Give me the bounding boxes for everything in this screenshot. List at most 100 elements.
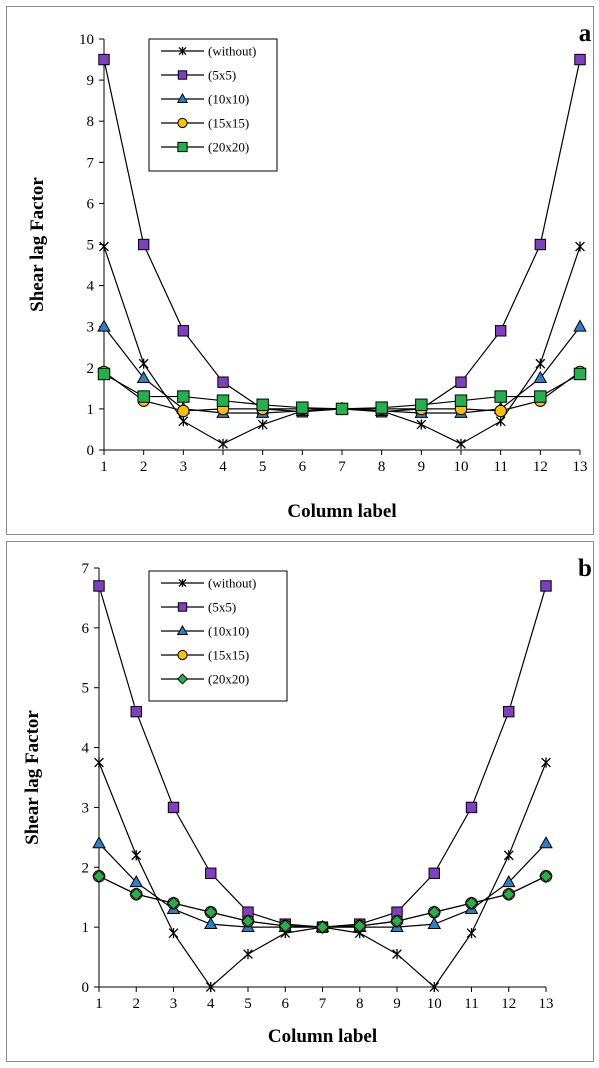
data-point <box>503 850 514 861</box>
data-point <box>98 53 110 66</box>
x-tick-label: 11 <box>493 459 507 475</box>
data-point <box>204 905 218 919</box>
data-point <box>494 390 507 403</box>
legend-marker <box>176 92 189 104</box>
data-point <box>97 319 111 332</box>
data-point <box>427 905 441 919</box>
legend-marker <box>177 70 188 80</box>
series-0 <box>94 757 551 993</box>
data-point <box>217 376 229 388</box>
data-point <box>178 416 189 427</box>
data-point <box>136 370 151 383</box>
legend-label: (10x10) <box>208 92 249 107</box>
y-tick-label: 1 <box>87 402 95 418</box>
data-point <box>256 398 269 412</box>
data-point <box>353 919 367 933</box>
legend-label: (15x15) <box>208 116 249 131</box>
series-2 <box>92 836 553 933</box>
x-tick-label: 3 <box>170 996 178 1012</box>
legend-marker <box>177 141 188 153</box>
x-tick-label: 1 <box>100 459 108 475</box>
data-point <box>539 869 553 883</box>
data-point <box>533 370 548 383</box>
data-point <box>535 358 546 369</box>
legend-label: (15x15) <box>208 648 249 663</box>
data-point <box>573 367 587 381</box>
x-tick-label: 8 <box>356 996 364 1012</box>
data-point <box>129 887 143 901</box>
data-point <box>241 914 255 928</box>
legend-marker <box>177 117 188 129</box>
panel-label: a <box>579 20 592 47</box>
series-line <box>98 842 547 928</box>
panel-label: b <box>578 555 592 582</box>
data-point <box>315 920 330 934</box>
x-tick-label: 6 <box>299 459 307 475</box>
data-point <box>94 757 104 768</box>
data-point <box>203 916 218 930</box>
y-tick-label: 6 <box>82 621 90 637</box>
legend-label: (20x20) <box>208 140 249 155</box>
y-tick-label: 4 <box>82 741 90 757</box>
legend-label: (5x5) <box>208 600 236 615</box>
data-point <box>574 53 586 66</box>
y-tick-label: 6 <box>87 196 95 212</box>
x-tick-label: 5 <box>244 996 252 1012</box>
y-tick-label: 2 <box>82 860 90 876</box>
data-point <box>416 419 427 430</box>
x-tick-label: 13 <box>573 459 588 475</box>
data-point <box>375 401 388 414</box>
legend-marker <box>176 624 189 636</box>
series-line <box>103 326 581 414</box>
legend-label: (without) <box>208 576 256 591</box>
x-tick-label: 5 <box>259 459 267 475</box>
x-tick-label: 2 <box>133 996 141 1012</box>
series-4 <box>92 869 553 934</box>
legend-marker <box>178 578 187 588</box>
data-point <box>216 394 230 407</box>
data-point <box>494 325 507 337</box>
x-tick-label: 6 <box>282 996 290 1012</box>
data-point <box>540 580 552 592</box>
y-tick-label: 4 <box>87 279 95 295</box>
data-point <box>502 887 516 901</box>
data-point <box>137 238 150 251</box>
y-tick-label: 8 <box>87 114 95 130</box>
y-tick-label: 1 <box>82 920 90 936</box>
data-point <box>494 404 507 418</box>
data-point <box>456 438 466 449</box>
data-point <box>168 928 179 939</box>
y-tick-label: 0 <box>87 443 95 459</box>
data-point <box>501 874 516 888</box>
data-point <box>167 801 180 814</box>
data-point <box>93 580 105 592</box>
data-point <box>138 358 149 369</box>
x-tick-label: 12 <box>501 996 516 1012</box>
legend-label: (20x20) <box>208 672 249 687</box>
data-point <box>455 376 467 388</box>
chart-panel-b: 0 1 2 3 4 5 6 7 1 2 3 4 5 6 7 8 9 10 11 12 13 Column label She… <box>6 541 594 1062</box>
data-point <box>454 394 468 407</box>
chart-panel-a: 0 1 2 3 4 5 6 7 8 9 10 1 2 3 4 5 6 7 8 9 10 11 12 13 Column labe… <box>6 6 594 535</box>
data-point <box>464 896 479 910</box>
data-point <box>99 241 109 252</box>
y-tick-label: 3 <box>82 800 90 816</box>
x-tick-label: 3 <box>180 459 188 475</box>
data-point <box>503 705 515 718</box>
data-point <box>495 416 506 427</box>
legend-label: (without) <box>208 44 256 59</box>
data-point <box>278 919 292 933</box>
data-point <box>390 914 404 928</box>
y-tick-label: 9 <box>87 73 95 89</box>
data-point <box>392 948 402 960</box>
x-tick-label: 10 <box>454 459 469 475</box>
data-point <box>131 850 142 861</box>
data-point <box>130 705 142 718</box>
data-point <box>205 867 217 879</box>
legend: (without) (5x5) (10x10) (15x15) (20x20) <box>148 570 288 702</box>
legend-label: (10x10) <box>208 624 249 639</box>
data-point <box>427 916 442 930</box>
data-point <box>97 367 111 381</box>
x-tick-label: 4 <box>219 459 227 475</box>
